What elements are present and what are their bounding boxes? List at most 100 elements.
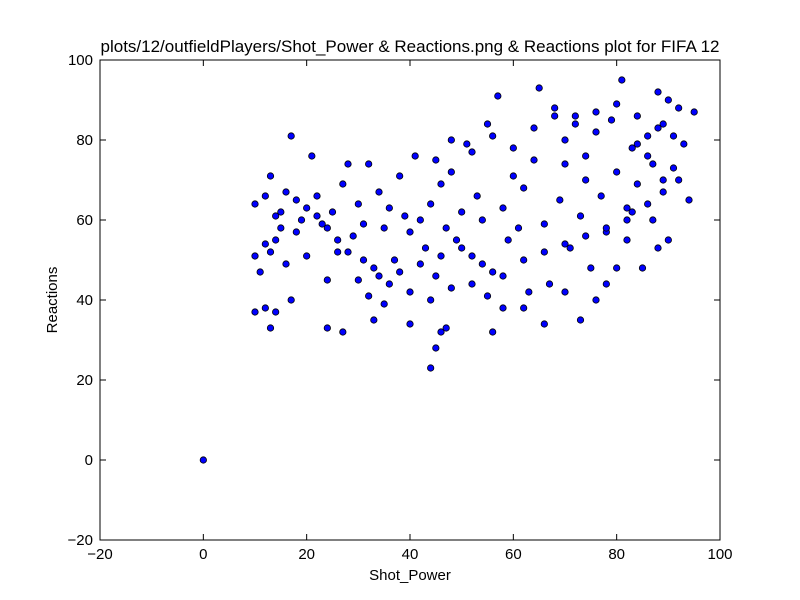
data-point: [292, 228, 300, 236]
data-point: [571, 120, 579, 128]
data-point: [644, 200, 652, 208]
y-tick-label: 40: [76, 292, 93, 309]
data-point: [468, 148, 476, 156]
data-point: [303, 204, 311, 212]
data-point: [489, 132, 497, 140]
data-point: [633, 180, 641, 188]
data-point: [592, 108, 600, 116]
data-point: [447, 284, 455, 292]
data-point: [571, 112, 579, 120]
data-point: [261, 304, 269, 312]
data-point: [664, 96, 672, 104]
data-point: [318, 220, 326, 228]
data-point: [561, 136, 569, 144]
data-point: [406, 228, 414, 236]
data-point: [282, 260, 290, 268]
data-point: [633, 112, 641, 120]
data-point: [421, 244, 430, 252]
x-tick-label: 40: [402, 546, 419, 563]
data-point: [607, 116, 616, 124]
data-point: [261, 192, 269, 200]
data-point: [452, 236, 461, 244]
data-point: [323, 224, 331, 232]
data-point: [277, 208, 285, 216]
data-point: [576, 316, 585, 324]
data-point: [442, 324, 450, 332]
data-point: [638, 264, 647, 272]
data-point: [582, 176, 590, 184]
x-tick-label: 60: [505, 546, 522, 563]
data-point: [328, 208, 337, 216]
data-point: [396, 268, 404, 276]
data-point: [602, 280, 610, 288]
data-point: [339, 328, 347, 336]
x-tick-label: 0: [199, 546, 207, 563]
data-point: [659, 120, 667, 128]
data-point: [613, 168, 621, 176]
data-point: [468, 280, 476, 288]
data-point: [556, 196, 564, 204]
data-point: [437, 180, 445, 188]
data-point: [313, 212, 321, 220]
data-point: [499, 204, 507, 212]
data-point: [370, 316, 378, 324]
data-point: [380, 300, 388, 308]
data-point: [256, 268, 264, 276]
data-point: [618, 76, 626, 84]
data-point: [499, 272, 507, 280]
data-point: [251, 200, 259, 208]
data-point: [489, 328, 497, 336]
data-point: [375, 272, 383, 280]
data-point: [483, 292, 492, 300]
data-point: [633, 140, 641, 148]
chart-title: plots/12/outfieldPlayers/Shot_Power & Re…: [101, 37, 720, 56]
data-point: [292, 196, 300, 204]
data-point: [323, 324, 331, 332]
data-point: [649, 160, 657, 168]
data-point: [266, 248, 275, 256]
data-point: [644, 132, 652, 140]
data-point: [308, 152, 316, 160]
data-point: [339, 180, 347, 188]
data-point: [613, 264, 621, 272]
data-point: [561, 160, 569, 168]
data-point: [432, 272, 440, 280]
data-point: [494, 92, 502, 100]
data-point: [540, 220, 548, 228]
data-point: [504, 236, 512, 244]
data-point: [654, 88, 662, 96]
data-point: [277, 224, 285, 232]
data-point: [489, 268, 497, 276]
data-point: [592, 296, 600, 304]
data-point: [251, 308, 259, 316]
data-point: [530, 156, 538, 164]
data-point: [313, 192, 321, 200]
data-point: [411, 152, 419, 160]
data-point: [540, 320, 548, 328]
data-point: [551, 104, 559, 112]
data-point: [359, 256, 368, 264]
data-point: [390, 256, 399, 264]
data-point: [520, 304, 528, 312]
data-point: [628, 208, 636, 216]
y-tick-label: 20: [76, 372, 93, 389]
data-point: [432, 156, 440, 164]
data-point: [416, 260, 424, 268]
data-point: [427, 296, 435, 304]
data-point: [303, 252, 311, 260]
data-point: [427, 364, 435, 372]
data-point: [664, 236, 672, 244]
data-point: [675, 176, 683, 184]
data-point: [582, 152, 590, 160]
data-point: [623, 216, 631, 224]
data-point: [416, 216, 424, 224]
data-point: [509, 172, 517, 180]
data-point: [566, 244, 574, 252]
data-point: [287, 132, 295, 140]
data-point: [266, 172, 275, 180]
data-point: [628, 144, 636, 152]
data-point: [468, 252, 476, 260]
data-point: [669, 164, 678, 172]
data-point: [365, 292, 373, 300]
